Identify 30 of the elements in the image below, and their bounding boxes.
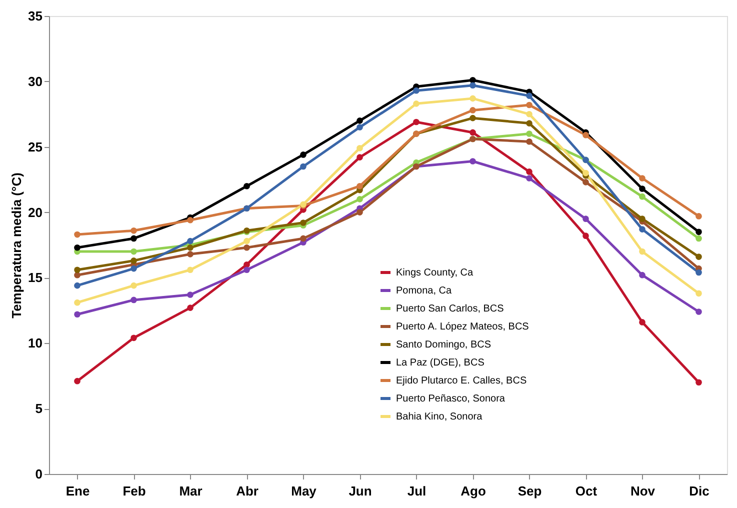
x-tick-label: Sep (518, 484, 542, 498)
y-tick-label: 25 (28, 139, 42, 154)
y-tick-label: 15 (28, 270, 42, 286)
x-tick-label: Jun (348, 484, 372, 498)
legend-label: Puerto San Carlos, BCS (396, 304, 504, 314)
y-tick-label: 30 (28, 74, 42, 89)
y-tick-label: 5 (35, 401, 42, 416)
y-tick-label: 35 (28, 8, 42, 24)
legend-label: Puerto A. López Mateos, BCS (396, 322, 530, 332)
x-tick-label: Oct (575, 484, 598, 498)
legend-label: Pomona, Ca (396, 286, 452, 296)
legend-label: Bahia Kino, Sonora (396, 412, 483, 422)
x-tick-label: Nov (630, 484, 656, 498)
x-tick-label: Dic (689, 484, 710, 498)
y-tick-label: 20 (28, 204, 42, 220)
x-tick-label: Ago (460, 484, 486, 498)
legend-label: Ejido Plutarco E. Calles, BCS (396, 376, 527, 386)
x-tick-label: Mar (179, 484, 202, 498)
legend-label: Puerto Peñasco, Sonora (396, 394, 506, 404)
y-axis-title: Temperatura media (°C) (9, 172, 24, 318)
legend-label: Kings County, Ca (396, 268, 474, 278)
legend-label: Santo Domingo, BCS (396, 340, 492, 350)
legend-label: La Paz (DGE), BCS (396, 358, 485, 368)
y-tick-label: 0 (35, 466, 42, 482)
x-tick-label: Feb (122, 484, 146, 498)
x-tick-label: Abr (236, 484, 258, 498)
x-tick-label: Jul (407, 484, 426, 498)
x-tick-label: Ene (66, 484, 90, 498)
x-tick-label: May (291, 484, 318, 498)
y-tick-label: 10 (28, 336, 42, 351)
